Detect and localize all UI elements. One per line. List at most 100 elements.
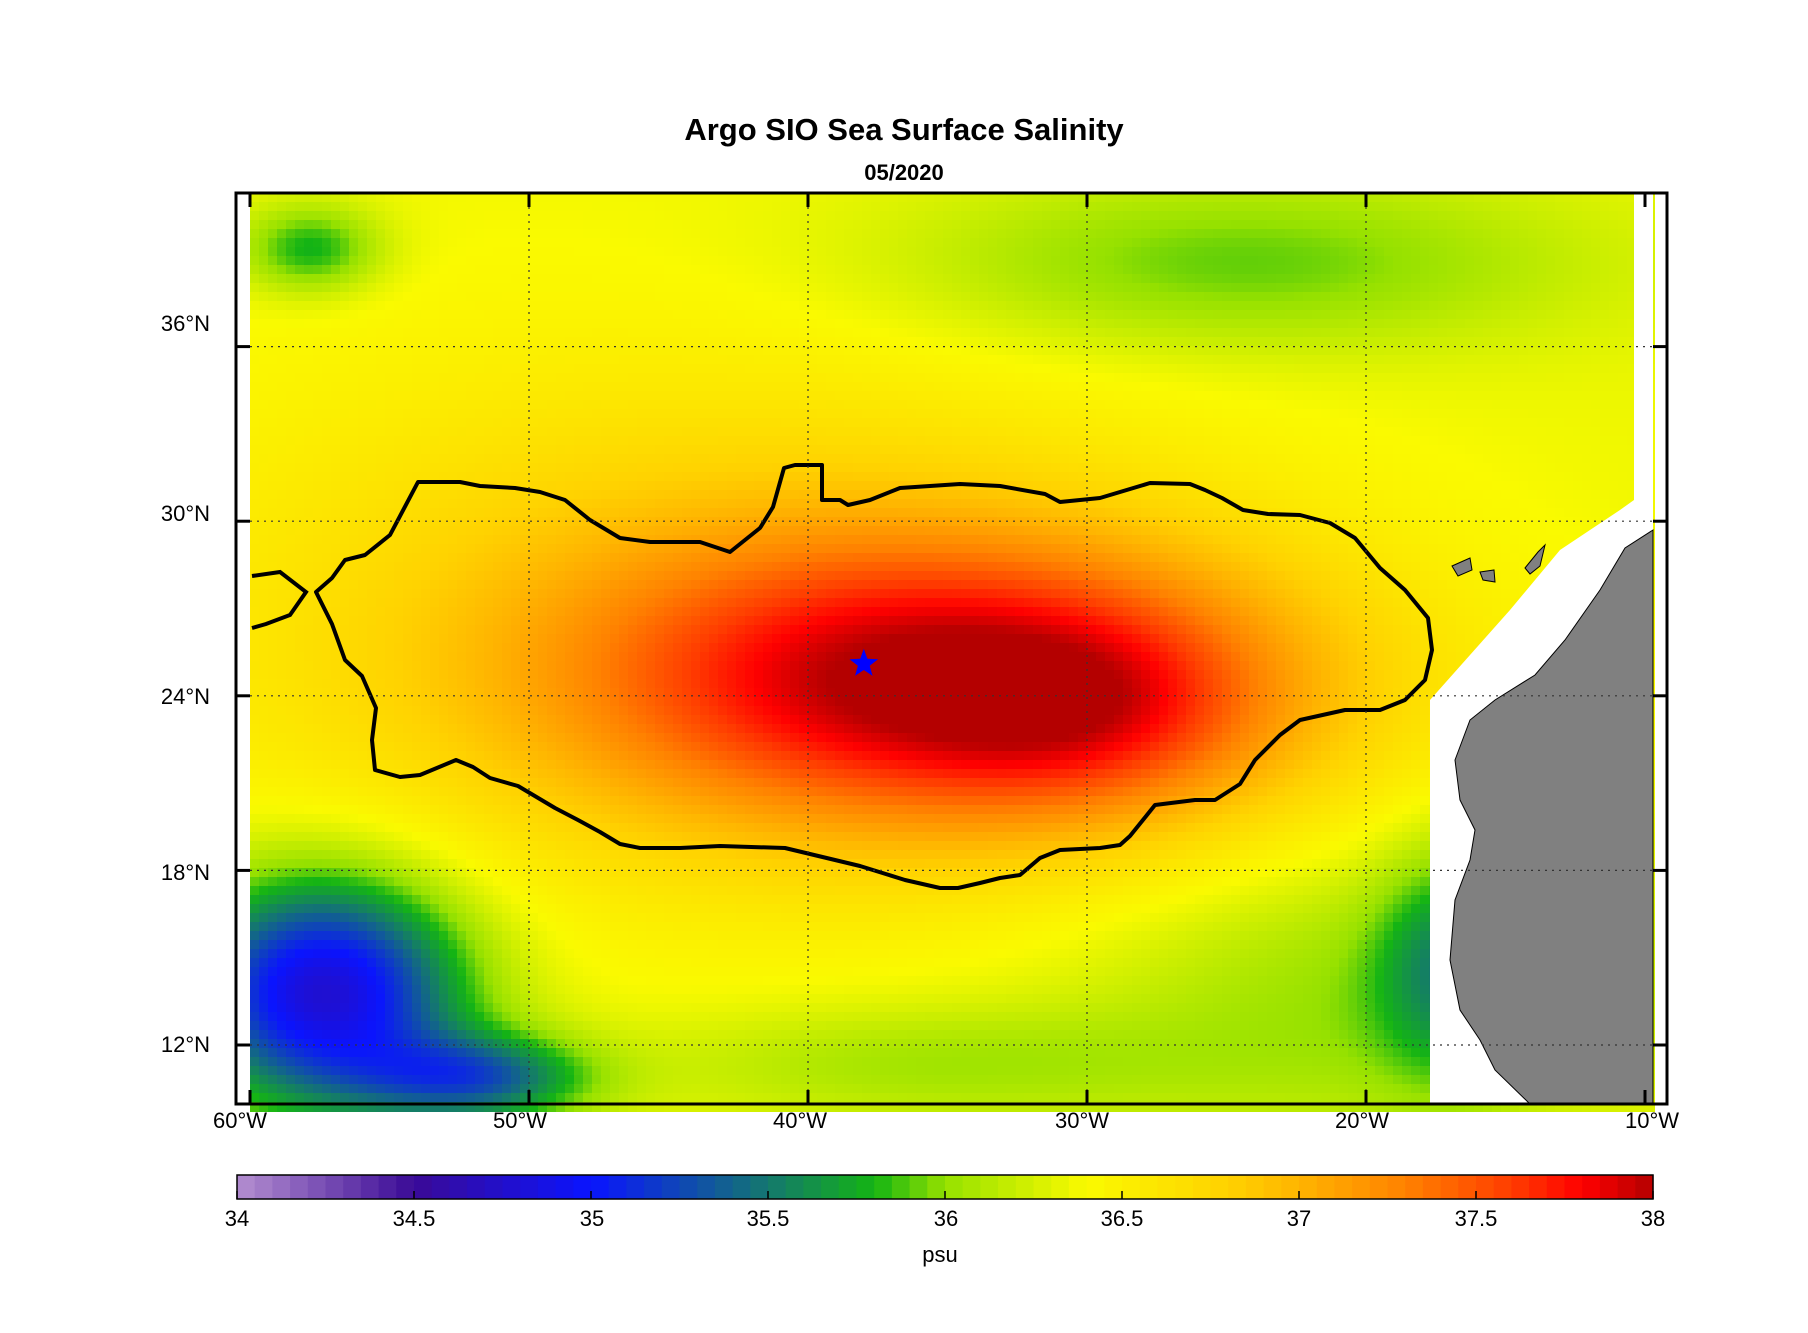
salinity-cell — [826, 310, 836, 320]
salinity-cell — [1177, 292, 1187, 302]
salinity-cell — [745, 211, 755, 221]
salinity-cell — [871, 409, 881, 419]
salinity-cell — [1213, 247, 1223, 257]
salinity-cell — [1213, 337, 1223, 347]
salinity-cell — [1312, 193, 1322, 203]
salinity-cell — [1393, 229, 1403, 239]
salinity-cell — [862, 337, 872, 347]
salinity-cell — [547, 355, 557, 365]
salinity-cell — [556, 472, 566, 482]
salinity-cell — [1105, 409, 1115, 419]
salinity-cell — [799, 202, 809, 212]
salinity-cell — [421, 391, 431, 401]
salinity-cell — [1258, 220, 1268, 230]
salinity-cell — [1519, 382, 1529, 392]
salinity-cell — [1222, 400, 1232, 410]
salinity-cell — [754, 328, 764, 338]
salinity-cell — [664, 337, 674, 347]
salinity-cell — [1258, 454, 1268, 464]
salinity-cell — [1276, 391, 1286, 401]
salinity-cell — [682, 409, 692, 419]
salinity-cell — [1078, 391, 1088, 401]
salinity-cell — [322, 337, 332, 347]
salinity-cell — [1447, 220, 1457, 230]
salinity-cell — [295, 310, 305, 320]
salinity-cell — [1321, 256, 1331, 266]
salinity-cell — [322, 247, 332, 257]
salinity-cell — [475, 247, 485, 257]
salinity-cell — [718, 256, 728, 266]
salinity-cell — [880, 454, 890, 464]
salinity-cell — [1276, 355, 1286, 365]
salinity-cell — [268, 427, 278, 437]
salinity-cell — [1222, 337, 1232, 347]
salinity-cell — [1339, 364, 1349, 374]
salinity-cell — [1033, 400, 1043, 410]
salinity-cell — [1609, 436, 1619, 446]
salinity-cell — [691, 319, 701, 329]
salinity-cell — [268, 454, 278, 464]
salinity-cell — [511, 202, 521, 212]
salinity-cell — [1294, 400, 1304, 410]
salinity-cell — [385, 319, 395, 329]
salinity-cell — [1330, 427, 1340, 437]
salinity-cell — [529, 202, 539, 212]
salinity-cell — [781, 238, 791, 248]
salinity-cell — [979, 211, 989, 221]
salinity-cell — [313, 220, 323, 230]
salinity-cell — [1285, 220, 1295, 230]
salinity-cell — [1555, 364, 1565, 374]
salinity-cell — [1249, 292, 1259, 302]
salinity-cell — [1564, 265, 1574, 275]
salinity-cell — [673, 463, 683, 473]
salinity-cell — [799, 472, 809, 482]
salinity-cell — [493, 454, 503, 464]
salinity-cell — [1069, 193, 1079, 203]
salinity-cell — [1483, 454, 1493, 464]
salinity-cell — [1564, 400, 1574, 410]
salinity-cell — [1258, 274, 1268, 284]
salinity-cell — [1285, 211, 1295, 221]
salinity-cell — [871, 436, 881, 446]
salinity-cell — [1609, 445, 1619, 455]
salinity-cell — [1060, 373, 1070, 383]
salinity-cell — [1501, 445, 1511, 455]
salinity-cell — [295, 220, 305, 230]
salinity-cell — [502, 391, 512, 401]
salinity-cell — [1312, 409, 1322, 419]
salinity-cell — [1609, 346, 1619, 356]
salinity-cell — [250, 400, 260, 410]
salinity-cell — [844, 355, 854, 365]
salinity-cell — [574, 274, 584, 284]
salinity-cell — [889, 328, 899, 338]
salinity-cell — [1195, 472, 1205, 482]
salinity-cell — [1177, 328, 1187, 338]
salinity-cell — [1456, 193, 1466, 203]
salinity-cell — [1159, 454, 1169, 464]
salinity-cell — [772, 193, 782, 203]
salinity-cell — [1195, 238, 1205, 248]
salinity-cell — [259, 310, 269, 320]
salinity-cell — [322, 238, 332, 248]
salinity-cell — [457, 391, 467, 401]
salinity-cell — [961, 265, 971, 275]
salinity-cell — [790, 364, 800, 374]
salinity-cell — [502, 373, 512, 383]
salinity-cell — [1231, 391, 1241, 401]
salinity-cell — [772, 283, 782, 293]
salinity-cell — [1357, 454, 1367, 464]
salinity-cell — [862, 436, 872, 446]
salinity-cell — [1384, 346, 1394, 356]
salinity-cell — [1141, 409, 1151, 419]
salinity-cell — [853, 445, 863, 455]
salinity-cell — [1411, 256, 1421, 266]
salinity-cell — [358, 454, 368, 464]
salinity-cell — [286, 373, 296, 383]
salinity-cell — [907, 229, 917, 239]
salinity-cell — [457, 247, 467, 257]
salinity-cell — [1555, 211, 1565, 221]
salinity-cell — [772, 310, 782, 320]
salinity-cell — [889, 364, 899, 374]
salinity-cell — [331, 355, 341, 365]
salinity-cell — [1303, 211, 1313, 221]
